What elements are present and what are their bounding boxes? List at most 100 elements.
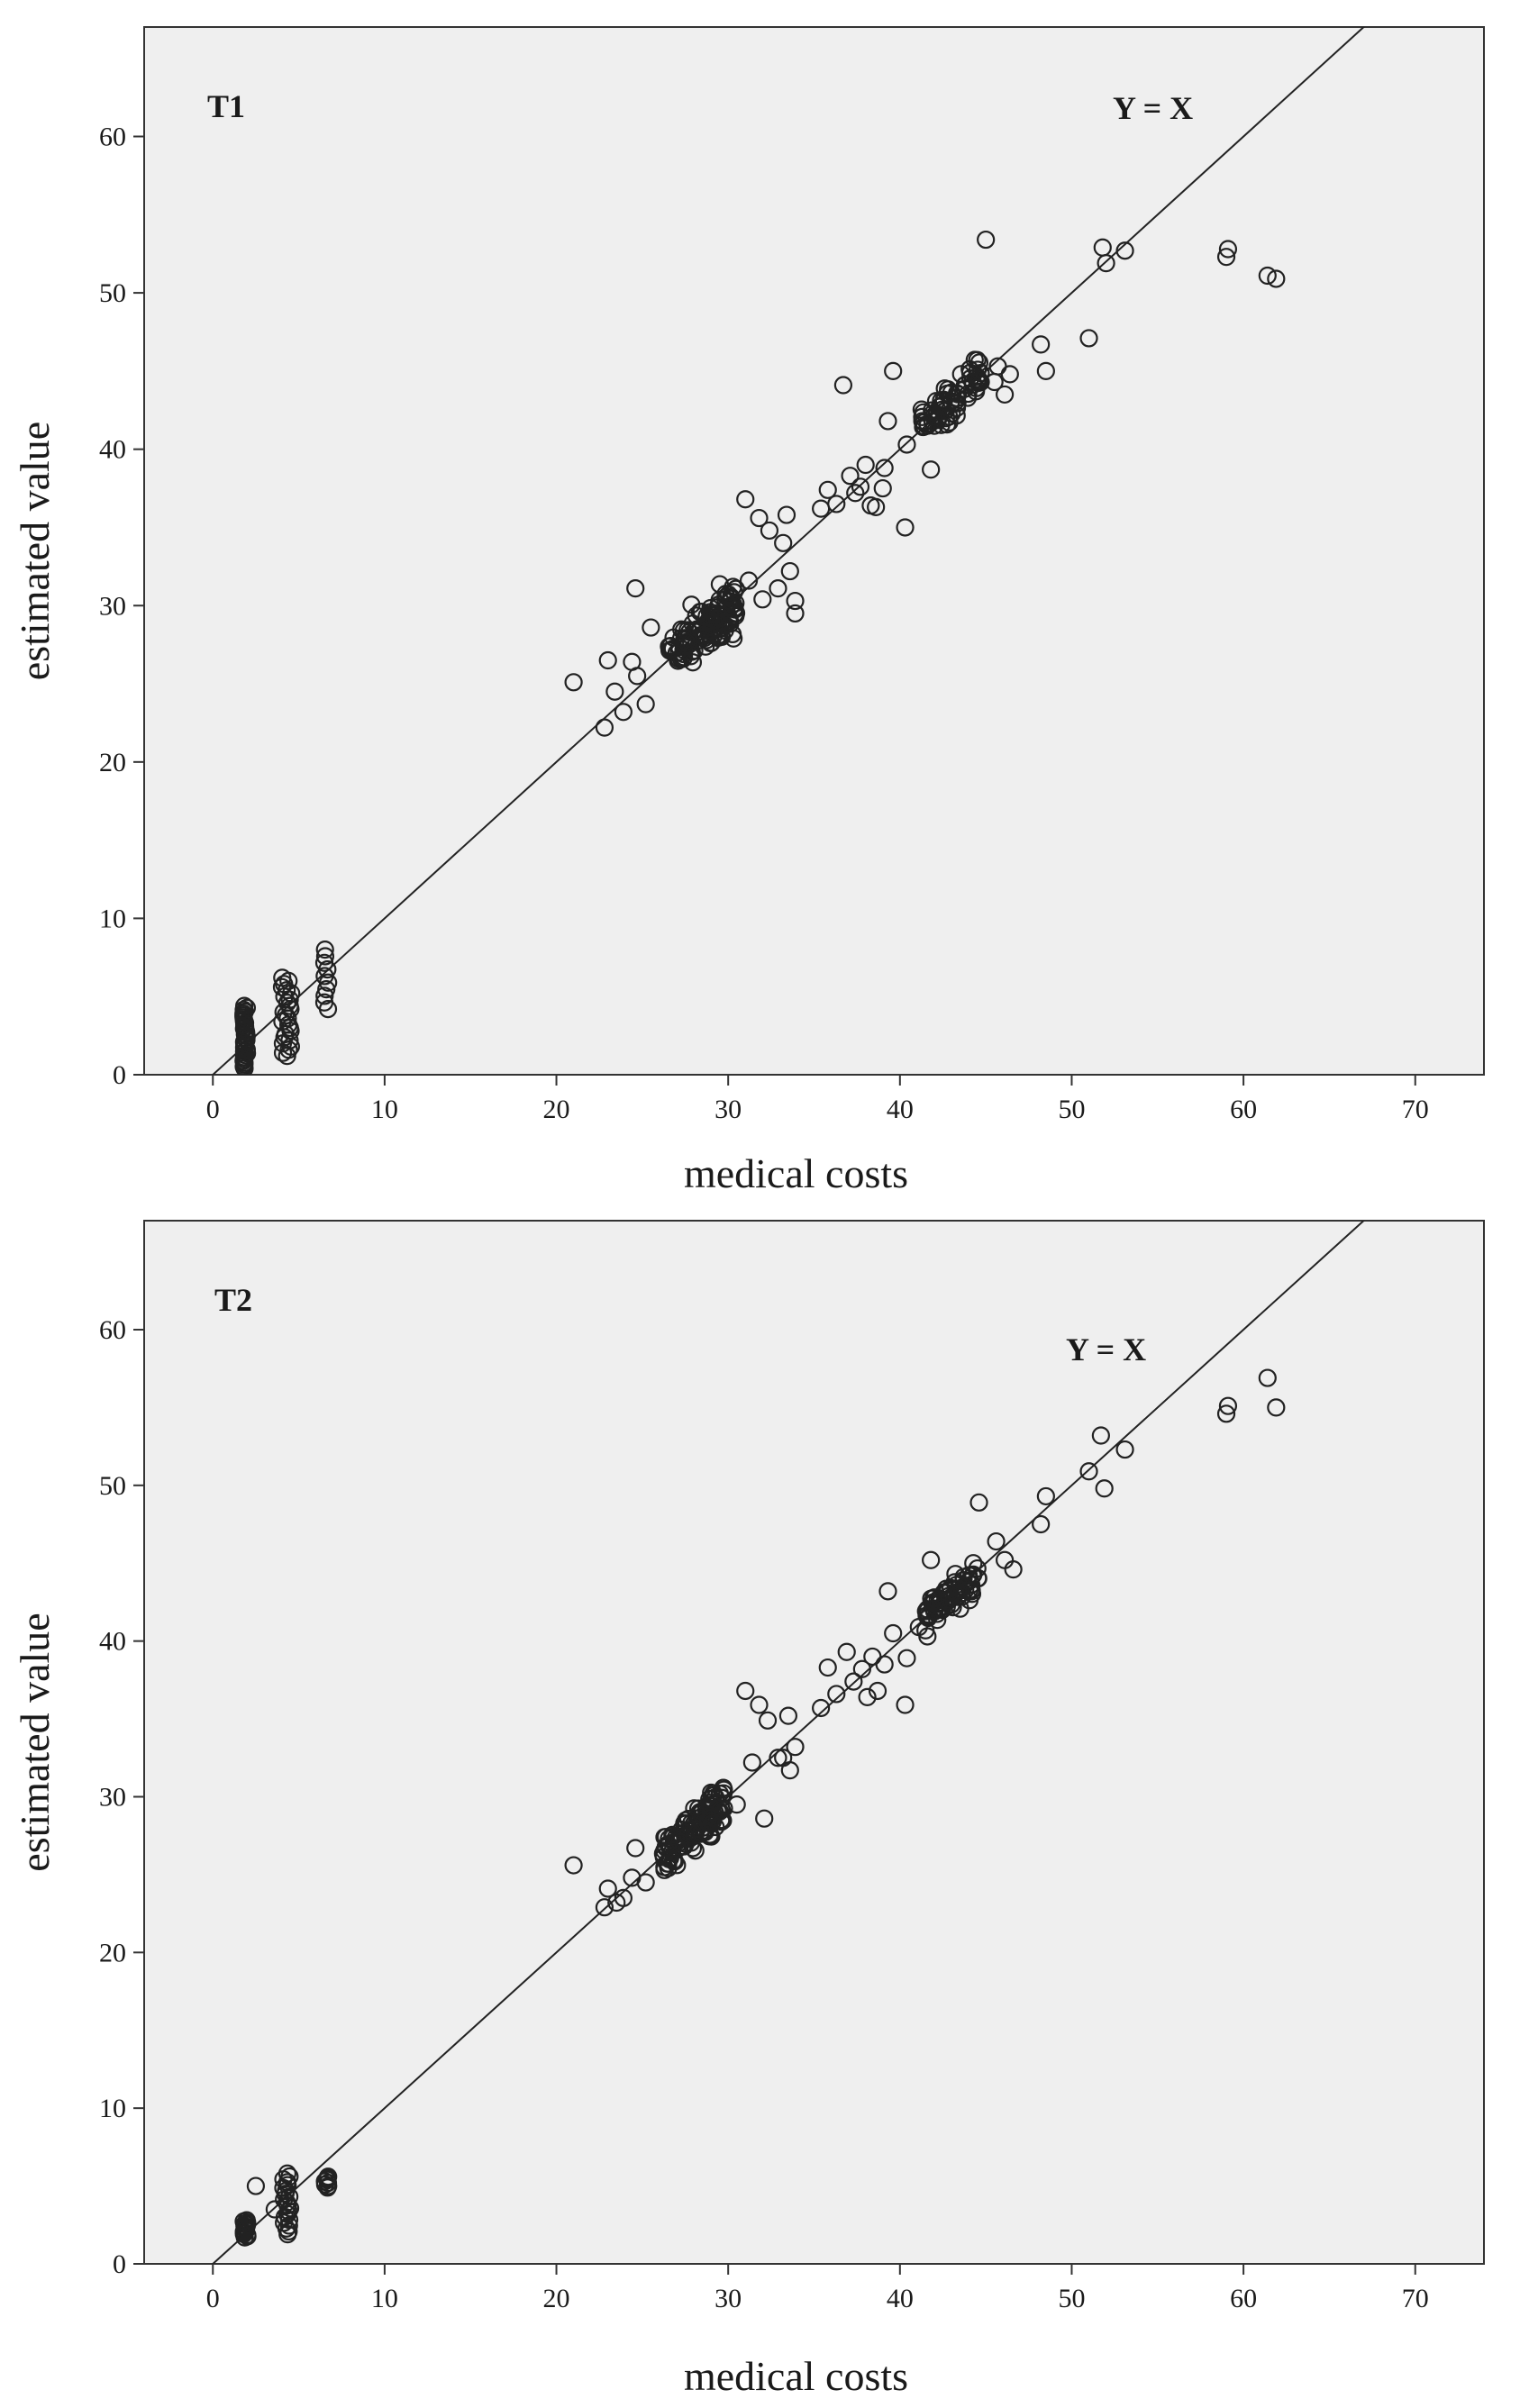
data-point: [1079, 329, 1098, 348]
x-tick-label: 30: [714, 2284, 742, 2313]
data-point: [315, 940, 334, 959]
data-point: [700, 1796, 719, 1815]
data-point: [669, 1840, 687, 1858]
data-point: [884, 361, 903, 380]
data-point: [896, 518, 915, 537]
data-point: [714, 1784, 733, 1803]
y-tick-label: 20: [99, 1938, 126, 1967]
data-point: [736, 1681, 755, 1701]
x-tick-label: 20: [543, 1095, 570, 1124]
data-point: [755, 1809, 774, 1828]
data-point: [598, 650, 617, 670]
data-point: [687, 606, 705, 625]
y-tick-label: 40: [99, 1627, 126, 1657]
x-tick-label: 40: [887, 1095, 914, 1124]
data-point: [715, 621, 734, 641]
data-point: [960, 1580, 979, 1600]
data-point: [677, 632, 696, 651]
y-tick-label: 20: [99, 748, 126, 777]
data-point: [272, 977, 292, 996]
reference-line-label: Y = X: [1113, 90, 1193, 126]
data-point: [675, 1813, 695, 1832]
data-point: [878, 1582, 897, 1601]
data-point: [897, 1649, 916, 1667]
data-point: [702, 1783, 721, 1803]
x-tick-label: 60: [1230, 1095, 1257, 1124]
data-point: [961, 1582, 981, 1601]
data-point: [940, 1590, 959, 1610]
x-tick-label: 70: [1402, 2284, 1429, 2313]
data-point: [977, 230, 996, 250]
y-tick-label: 30: [99, 1782, 126, 1812]
data-point: [1258, 266, 1277, 286]
data-point: [1216, 1404, 1236, 1423]
data-point: [1004, 1560, 1023, 1579]
data-point: [884, 1623, 903, 1643]
data-point: [818, 480, 837, 499]
data-point: [750, 508, 769, 528]
y-tick-label: 10: [99, 904, 126, 933]
x-tick-label: 10: [371, 1095, 398, 1124]
chart-panel-t2: 0 10 20 30 40 50 60 0 10 20 30 40 50 60 70 T2 Y = X medic…: [12, 1220, 1485, 2399]
data-point: [595, 718, 614, 737]
data-point: [996, 385, 1015, 404]
data-point: [723, 589, 742, 608]
data-point: [844, 1672, 863, 1691]
data-point: [317, 980, 336, 999]
x-axis-title: medical costs: [684, 2353, 908, 2399]
data-point: [937, 1579, 956, 1598]
data-point: [760, 521, 779, 541]
data-point: [1091, 1426, 1110, 1445]
y-tick-label: 50: [99, 278, 126, 308]
data-point: [922, 460, 941, 479]
reference-line-label: Y = X: [1066, 1331, 1146, 1368]
data-point: [812, 1698, 831, 1718]
plot-area: [143, 26, 1485, 1076]
data-point: [626, 579, 645, 598]
data-point: [960, 1591, 979, 1610]
data-point: [769, 1749, 787, 1767]
y-axis-title: estimated value: [12, 1613, 58, 1871]
data-point: [736, 490, 755, 509]
data-point: [246, 2176, 266, 2195]
data-point: [778, 1706, 798, 1725]
data-point: [1115, 241, 1134, 260]
chart-panel-t1: 0 10 20 30 40 50 60 0 10 20 30 40 50 60 70 T1 Y = X medic…: [12, 26, 1485, 1196]
data-point: [237, 2211, 256, 2230]
data-point: [924, 1602, 944, 1621]
x-axis-title: medical costs: [684, 1150, 908, 1196]
data-point: [1216, 248, 1236, 267]
data-point: [672, 620, 691, 639]
plot-area: [143, 1220, 1485, 2265]
y-tick-label: 40: [99, 435, 126, 465]
plot-content: [212, 27, 1366, 1075]
data-point: [924, 416, 944, 435]
data-point: [841, 467, 860, 486]
data-point: [605, 682, 624, 701]
data-point: [878, 412, 897, 431]
data-point: [564, 673, 583, 692]
data-point: [753, 590, 772, 609]
data-point: [1079, 1462, 1098, 1481]
data-point: [777, 505, 796, 524]
data-point: [827, 495, 846, 513]
x-tick-label: 40: [887, 2284, 914, 2313]
data-point: [858, 1687, 877, 1706]
x-tick-label: 50: [1058, 1095, 1085, 1124]
y-tick-label: 0: [113, 2249, 126, 2279]
x-tick-label: 30: [714, 1095, 742, 1124]
x-tick-label: 60: [1230, 2284, 1257, 2313]
data-point: [949, 1579, 968, 1598]
data-point: [686, 1841, 705, 1860]
data-point: [1000, 365, 1019, 384]
data-point: [750, 1695, 769, 1714]
data-point: [628, 667, 647, 686]
data-point: [833, 376, 853, 395]
data-point: [922, 1550, 941, 1569]
y-tick-label: 60: [99, 123, 126, 152]
data-point: [1097, 254, 1115, 273]
data-point: [564, 1856, 583, 1875]
data-point: [719, 585, 738, 604]
data-point: [720, 609, 739, 628]
data-point: [968, 350, 987, 369]
